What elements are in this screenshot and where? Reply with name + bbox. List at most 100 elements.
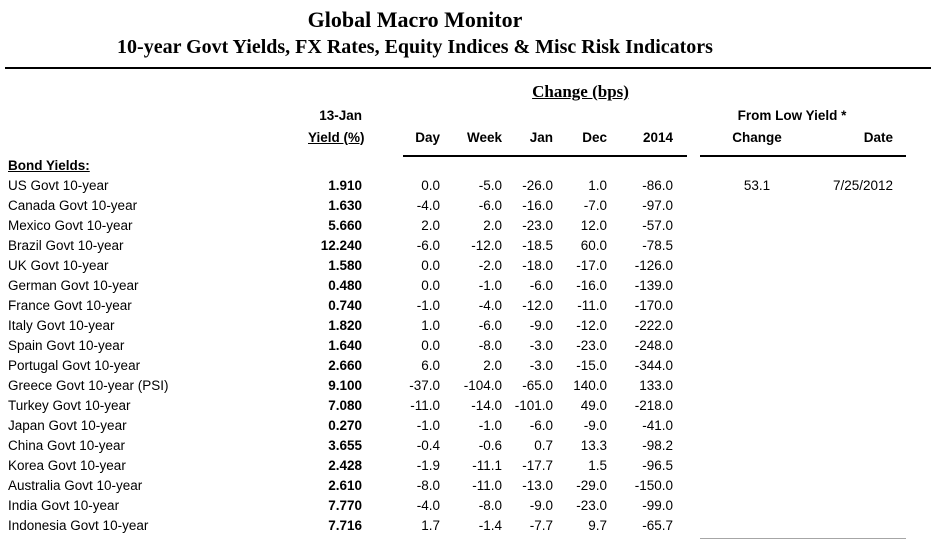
cell-fl-date	[807, 275, 907, 295]
cell-fl-change	[707, 455, 807, 475]
col-header-2014: 2014	[643, 129, 674, 145]
cell-change-week: -104.0	[463, 377, 502, 393]
cell-fl-change	[707, 195, 807, 215]
cell-gap	[681, 275, 707, 295]
cell-change-jan: -12.0	[522, 297, 553, 313]
cell-fl-date	[807, 315, 907, 335]
cell-yield: 7.770	[328, 497, 362, 513]
cell-yield: 1.630	[328, 197, 362, 213]
cell-fl-date	[807, 455, 907, 475]
cell-change-2014: -126.0	[634, 257, 674, 273]
cell-gap	[681, 475, 707, 495]
cell-country-name: UK Govt 10-year	[8, 257, 109, 273]
cell-country-name: France Govt 10-year	[8, 297, 132, 313]
cell-yield: 0.740	[328, 297, 362, 313]
cell-country-name: Portugal Govt 10-year	[8, 357, 141, 373]
cell-change-dec: -17.0	[576, 257, 607, 273]
cell-change-2014: -218.0	[634, 397, 674, 413]
cell-yield: 7.716	[328, 517, 362, 533]
cell-change-day: 0.0	[421, 257, 440, 273]
cell-country-name: China Govt 10-year	[8, 437, 126, 453]
cell-change-day: -8.0	[416, 477, 440, 493]
cell-fl-change	[707, 255, 807, 275]
cell-fl-date	[807, 435, 907, 455]
cell-change-day: 0.0	[421, 177, 440, 193]
cell-fl-change	[707, 215, 807, 235]
cell-change-dec: 1.5	[588, 457, 607, 473]
cell-change-week: -14.0	[471, 397, 502, 413]
cell-country-name: Italy Govt 10-year	[8, 317, 115, 333]
cell-fl-date	[807, 255, 907, 275]
cell-change-week: 2.0	[483, 357, 502, 373]
table-row: UK Govt 10-year 1.580 0.0 -2.0 -18.0 -17.0 -12…	[8, 255, 907, 275]
macro-monitor-table: Change (bps) 13-Jan From Low Yield * Yie…	[8, 79, 907, 535]
cell-change-jan: -6.0	[529, 277, 553, 293]
cell-change-day: 2.0	[421, 217, 440, 233]
cell-change-jan: -9.0	[529, 497, 553, 513]
cell-change-day: -6.0	[416, 237, 440, 253]
cell-fl-date	[807, 215, 907, 235]
cell-gap	[681, 515, 707, 535]
cell-yield: 1.580	[328, 257, 362, 273]
cell-country-name: Mexico Govt 10-year	[8, 217, 133, 233]
cell-change-jan: -3.0	[529, 357, 553, 373]
cell-change-jan: -6.0	[529, 417, 553, 433]
page-title: Global Macro Monitor	[307, 7, 523, 32]
cell-change-2014: -86.0	[642, 177, 674, 193]
cell-change-jan: -65.0	[522, 377, 553, 393]
cell-change-jan: -13.0	[522, 477, 553, 493]
table-row: Spain Govt 10-year 1.640 0.0 -8.0 -3.0 -23.0 -…	[8, 335, 907, 355]
cell-change-jan: -23.0	[522, 217, 553, 233]
section-header-row: Bond Yields:	[8, 155, 907, 175]
cell-fl-date: 7/25/2012	[832, 177, 894, 193]
cell-gap	[681, 455, 707, 475]
cell-change-dec: 140.0	[573, 377, 607, 393]
cell-country-name: US Govt 10-year	[8, 177, 109, 193]
table-row: China Govt 10-year 3.655 -0.4 -0.6 0.7 13.3 -9…	[8, 435, 907, 455]
col-header-day: Day	[415, 129, 440, 145]
cell-change-2014: -139.0	[634, 277, 674, 293]
cell-yield: 2.610	[328, 477, 362, 493]
cell-change-day: -4.0	[416, 497, 440, 513]
cell-fl-change	[707, 475, 807, 495]
cell-change-day: 0.0	[421, 337, 440, 353]
cell-change-dec: 49.0	[580, 397, 607, 413]
cell-gap	[681, 195, 707, 215]
cell-fl-date	[807, 415, 907, 435]
from-low-columns-underline	[700, 155, 906, 157]
cell-change-2014: 133.0	[639, 377, 674, 393]
cell-change-2014: -222.0	[634, 317, 674, 333]
cell-fl-date	[807, 375, 907, 395]
cell-change-jan: -9.0	[529, 317, 553, 333]
cell-gap	[681, 335, 707, 355]
cell-fl-date	[807, 395, 907, 415]
cell-fl-change	[707, 235, 807, 255]
cell-change-jan: -18.5	[522, 237, 553, 253]
cell-yield: 0.480	[328, 277, 362, 293]
table-row: Mexico Govt 10-year 5.660 2.0 2.0 -23.0 12.0 -…	[8, 215, 907, 235]
page-subtitle: 10-year Govt Yields, FX Rates, Equity In…	[117, 36, 713, 58]
cell-country-name: Spain Govt 10-year	[8, 337, 125, 353]
cell-change-dec: 13.3	[580, 437, 607, 453]
cell-fl-date	[807, 295, 907, 315]
cell-country-name: Brazil Govt 10-year	[8, 237, 124, 253]
cell-change-jan: 0.7	[534, 437, 553, 453]
cell-country-name: Canada Govt 10-year	[8, 197, 138, 213]
cell-change-jan: -7.7	[529, 517, 553, 533]
cell-yield: 9.100	[328, 377, 362, 393]
cell-change-jan: -18.0	[522, 257, 553, 273]
change-columns-underline	[403, 155, 687, 157]
cell-yield: 3.655	[328, 437, 362, 453]
cell-change-day: -1.0	[416, 417, 440, 433]
cell-change-day: 1.0	[421, 317, 440, 333]
cell-change-2014: -78.5	[642, 237, 674, 253]
cell-country-name: Korea Govt 10-year	[8, 457, 126, 473]
change-bps-header: Change (bps)	[532, 82, 629, 101]
cell-gap	[681, 235, 707, 255]
cell-change-day: -0.4	[416, 437, 440, 453]
cell-gap	[681, 355, 707, 375]
cell-change-2014: -150.0	[634, 477, 674, 493]
cell-gap	[681, 315, 707, 335]
cell-change-dec: -23.0	[576, 337, 607, 353]
cell-gap	[681, 495, 707, 515]
